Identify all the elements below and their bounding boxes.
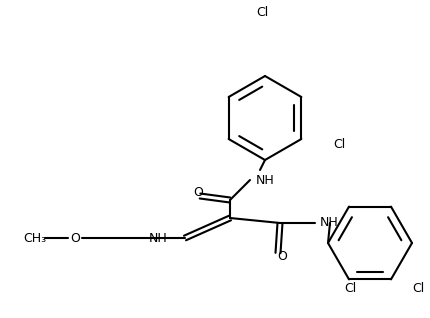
Text: O: O xyxy=(193,186,203,199)
Text: Cl: Cl xyxy=(344,281,356,294)
Text: O: O xyxy=(277,250,287,262)
Text: NH: NH xyxy=(149,232,167,245)
Text: Cl: Cl xyxy=(256,6,268,19)
Text: NH: NH xyxy=(320,217,339,230)
Text: CH₃: CH₃ xyxy=(24,232,46,245)
Text: Cl: Cl xyxy=(412,281,424,294)
Text: O: O xyxy=(70,232,80,245)
Text: NH: NH xyxy=(255,174,274,186)
Text: Cl: Cl xyxy=(333,139,345,151)
